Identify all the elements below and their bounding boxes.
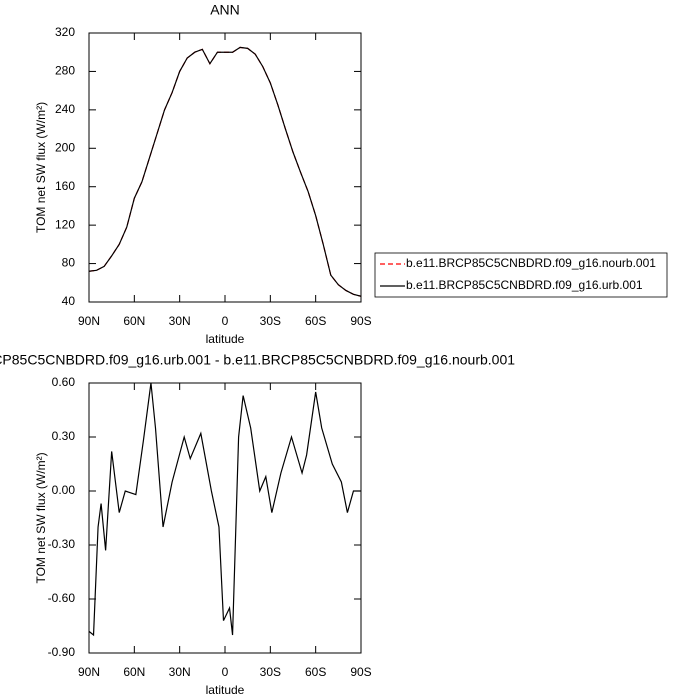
x-tick-label: 30S <box>260 665 281 679</box>
x-tick-label: 30S <box>260 314 281 328</box>
x-tick-label: 90N <box>78 314 100 328</box>
y-tick-label: 160 <box>55 179 75 193</box>
x-tick-label: 90S <box>350 665 371 679</box>
y-tick-label: 0.60 <box>52 375 76 389</box>
y-tick-label: -0.90 <box>48 645 76 659</box>
x-tick-label: 60S <box>305 314 326 328</box>
x-tick-label: 60N <box>123 314 145 328</box>
y-tick-label: 0.00 <box>52 483 76 497</box>
y-tick-label: 40 <box>62 294 76 308</box>
x-tick-label: 0 <box>222 314 229 328</box>
y-tick-label: 320 <box>55 25 75 39</box>
plot-frame <box>88 382 362 654</box>
y-tick-label: 0.30 <box>52 429 76 443</box>
chart-title: ANN <box>210 2 240 18</box>
x-tick-label: 90S <box>350 314 371 328</box>
y-tick-label: 80 <box>62 256 76 270</box>
y-tick-label: 240 <box>55 102 75 116</box>
chart-title: b.e11.BRCP85C5CNBDRD.f09_g16.urb.001 - b… <box>0 352 515 368</box>
x-axis-label: latitude <box>206 332 245 346</box>
y-tick-label: -0.30 <box>48 537 76 551</box>
y-tick-label: 280 <box>55 64 75 78</box>
x-tick-label: 30N <box>169 665 191 679</box>
y-axis-label: TOM net SW flux (W/m²) <box>34 102 48 233</box>
x-tick-label: 30N <box>169 314 191 328</box>
y-tick-label: -0.60 <box>48 591 76 605</box>
x-tick-label: 60S <box>305 665 326 679</box>
legend-label: b.e11.BRCP85C5CNBDRD.f09_g16.nourb.001 <box>406 256 656 270</box>
x-axis-label: latitude <box>206 683 245 697</box>
x-tick-label: 90N <box>78 665 100 679</box>
legend-label: b.e11.BRCP85C5CNBDRD.f09_g16.urb.001 <box>406 278 643 292</box>
data-line <box>88 46 362 297</box>
legend-box <box>374 252 668 298</box>
y-tick-label: 200 <box>55 140 75 154</box>
plot-frame <box>88 32 362 303</box>
x-tick-label: 60N <box>123 665 145 679</box>
data-line <box>88 382 361 637</box>
x-tick-label: 0 <box>222 665 229 679</box>
y-axis-label: TOM net SW flux (W/m²) <box>34 452 48 583</box>
y-tick-label: 120 <box>55 217 75 231</box>
data-line <box>88 46 362 297</box>
